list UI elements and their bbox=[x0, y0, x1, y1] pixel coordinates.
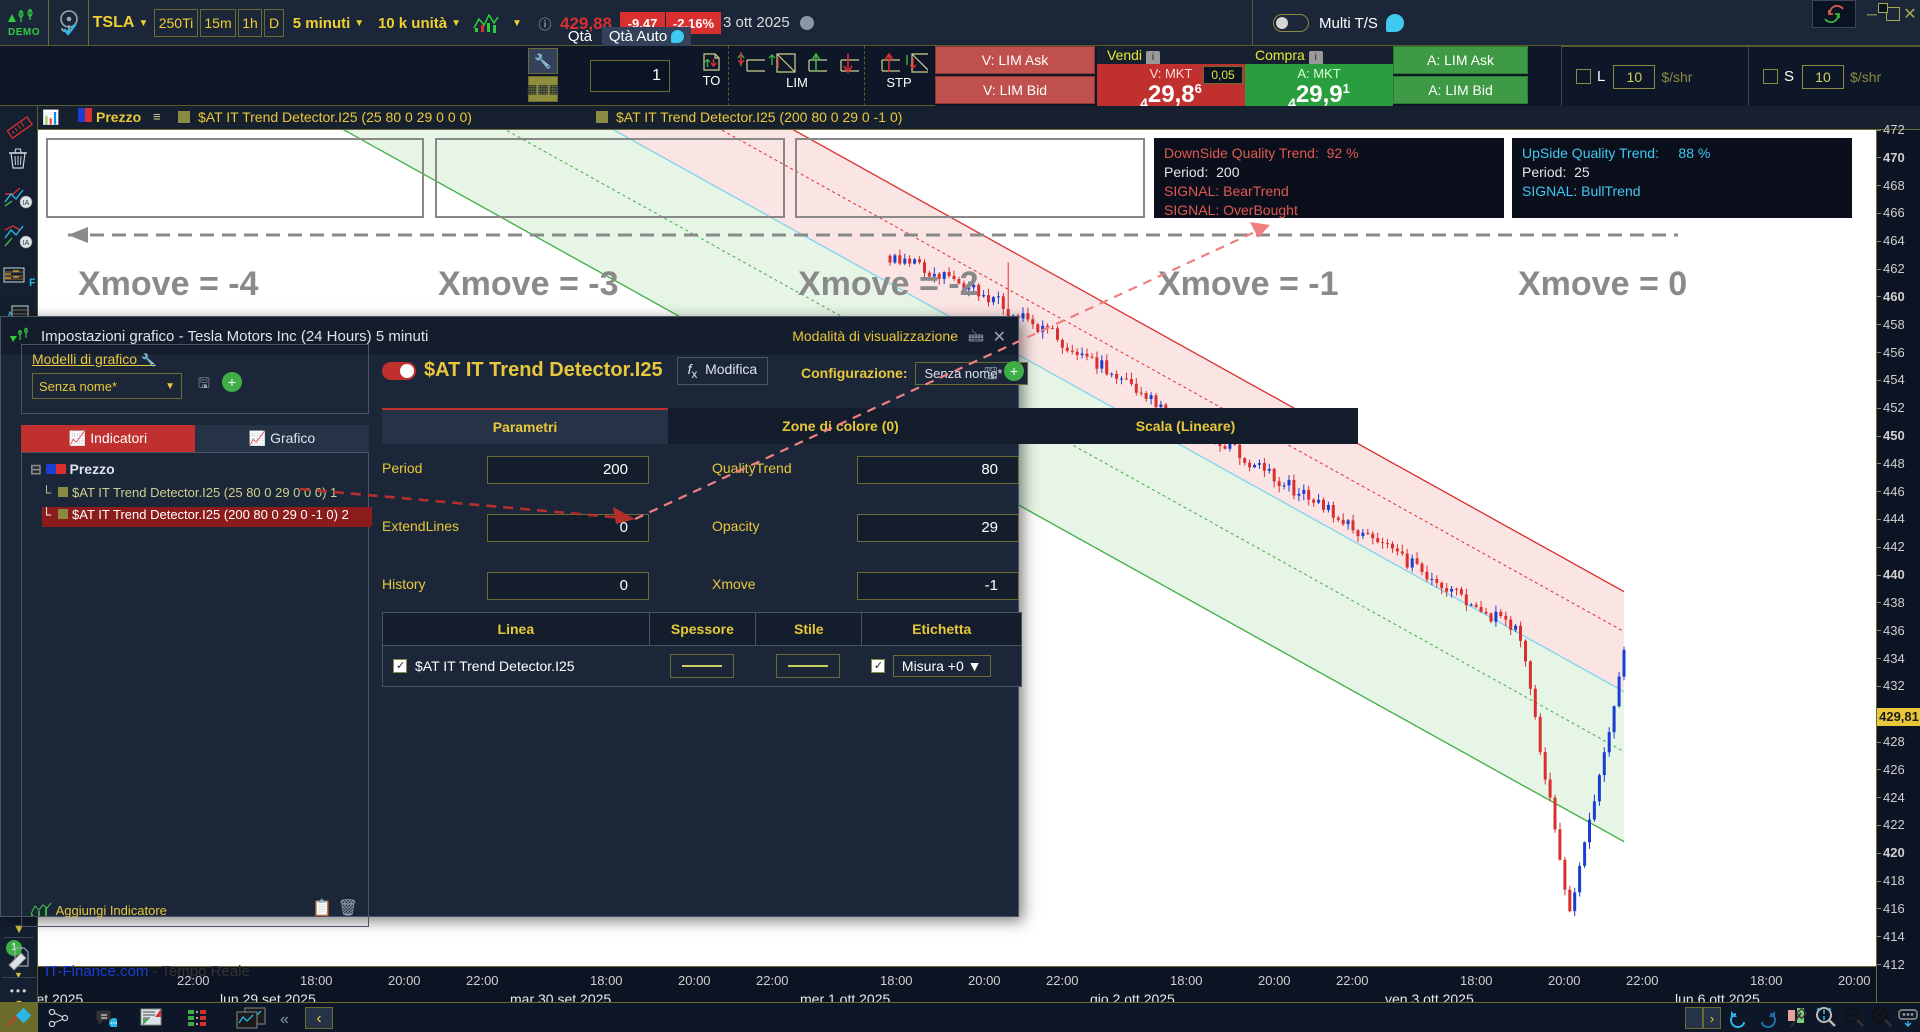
svg-text:IA: IA bbox=[23, 240, 30, 247]
svg-text:IA: IA bbox=[23, 200, 30, 207]
svg-text:Xmove = -2: Xmove = -2 bbox=[798, 265, 978, 303]
svg-text:Xmove = -3: Xmove = -3 bbox=[438, 265, 618, 303]
svg-text:F: F bbox=[29, 277, 35, 289]
svg-text:Xmove = -1: Xmove = -1 bbox=[1158, 265, 1338, 303]
svg-text:Xmove = -4: Xmove = -4 bbox=[78, 265, 259, 303]
svg-text:Xmove = 0: Xmove = 0 bbox=[1518, 265, 1687, 303]
